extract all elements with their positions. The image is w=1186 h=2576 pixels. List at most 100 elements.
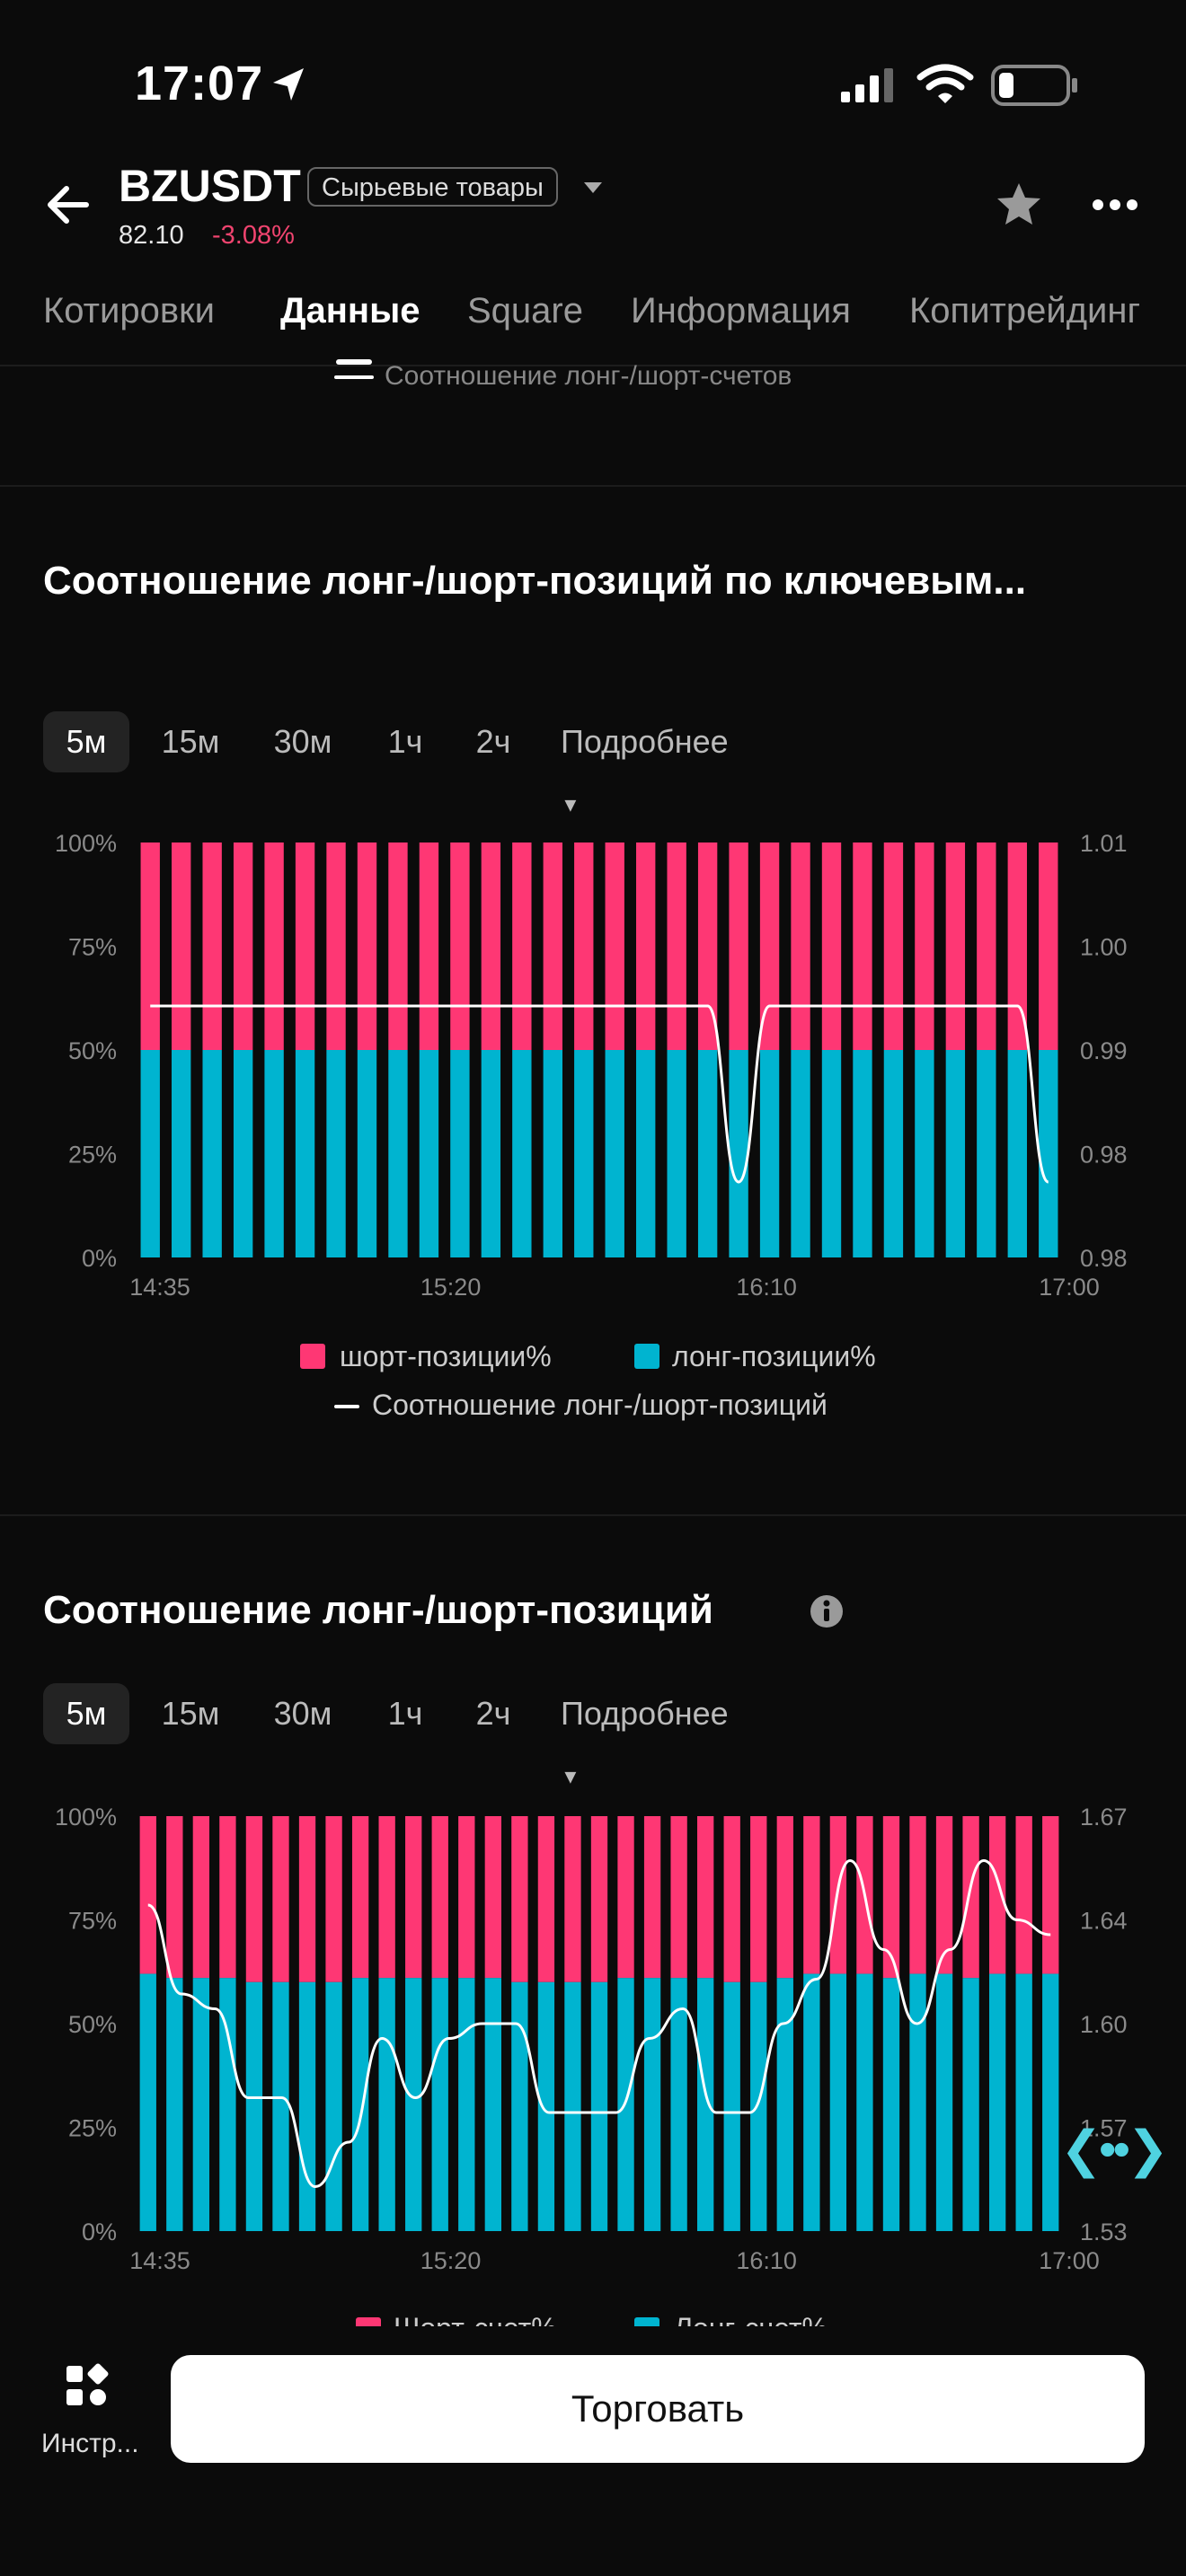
trade-button[interactable]: Торговать [171, 2355, 1145, 2463]
dropdown-caret-icon: ▼ [561, 1765, 580, 1788]
long-bar [776, 1978, 793, 2231]
short-bar [245, 1816, 263, 1982]
short-bar [667, 842, 686, 1050]
tools-label[interactable]: Инстр... [41, 2429, 139, 2458]
more-intervals[interactable]: Подробнее ▼ [561, 711, 740, 816]
tools-grid-icon[interactable] [63, 2362, 110, 2409]
short-bar [697, 1816, 714, 1979]
short-bar [192, 1816, 210, 1979]
short-bar [853, 842, 872, 1050]
y-tick-right: 1.64 [1080, 1908, 1128, 1935]
long-bar [484, 1978, 501, 2231]
tab-data[interactable]: Данные [280, 291, 420, 331]
long-bar [697, 1978, 714, 2231]
long-bar [325, 1981, 342, 2231]
y-tick-left: 25% [68, 2115, 117, 2142]
long-bar [326, 1050, 346, 1257]
long-bar [233, 1050, 253, 1257]
tab-quotes[interactable]: Котировки [43, 291, 215, 331]
interval-30m[interactable]: 30м [273, 723, 332, 760]
interval-30m[interactable]: 30м [273, 1695, 332, 1732]
location-arrow-icon [273, 68, 304, 101]
chart2-title: Соотношение лонг-/шорт-позиций [43, 1588, 713, 1632]
short-bar [882, 1816, 900, 1979]
long-bar [882, 1978, 900, 2231]
interval-15m[interactable]: 15м [161, 1695, 220, 1732]
y-tick-left: 100% [55, 1804, 117, 1831]
short-bar [405, 1816, 422, 1979]
long-bar [481, 1050, 501, 1257]
y-tick-right: 0.98 [1080, 1245, 1128, 1272]
long-bar [537, 1981, 555, 2231]
dropdown-caret-icon: ▼ [561, 793, 580, 816]
star-favorite-icon[interactable] [994, 180, 1044, 230]
short-bar [202, 842, 222, 1050]
long-bar [1007, 1050, 1027, 1257]
long-bar [272, 1981, 289, 2231]
long-bar [667, 1050, 686, 1257]
x-tick: 16:10 [736, 1274, 797, 1301]
chart2-plot: 100% 75% 50% 25% 0% 1.67 1.64 1.60 1.57 1.53 14:35… [55, 1804, 1128, 2274]
x-tick: 15:20 [420, 1274, 482, 1301]
wifi-icon [916, 64, 974, 103]
long-bar [1042, 1973, 1059, 2231]
short-bar [233, 842, 253, 1050]
legend-ratio-line [334, 1405, 359, 1408]
y-tick-right: 0.99 [1080, 1037, 1128, 1064]
long-bar [511, 1981, 528, 2231]
chart-scroll-arrows-icon[interactable]: ❮••❯ [1060, 2121, 1169, 2177]
legend-ratio-label: Соотношение лонг-/шорт-позиций [372, 1389, 828, 1421]
short-bar [484, 1816, 501, 1979]
chart1-plot: 100% 75% 50% 25% 0% 1.01 1.00 0.99 0.98 0.98 14:35… [55, 830, 1128, 1301]
legend-line-marker [334, 375, 374, 379]
category-badge[interactable]: Сырьевые товары [307, 167, 558, 207]
long-bar [945, 1050, 966, 1257]
long-bar [729, 1050, 748, 1257]
long-bar [750, 1981, 767, 2231]
y-tick-right: 1.57 [1080, 2115, 1128, 2142]
interval-5m[interactable]: 5м [43, 711, 129, 772]
dropdown-caret-icon[interactable] [582, 180, 604, 196]
short-bar [264, 842, 284, 1050]
x-tick: 17:00 [1039, 1274, 1100, 1301]
long-bar [962, 1978, 979, 2231]
long-bar [295, 1050, 315, 1257]
short-bar [723, 1816, 740, 1982]
long-bar [883, 1050, 904, 1257]
pair-price: 82.10 [119, 221, 184, 250]
more-intervals[interactable]: Подробнее ▼ [561, 1683, 740, 1787]
tab-info[interactable]: Информация [631, 291, 851, 331]
short-bar [219, 1816, 236, 1979]
interval-2h[interactable]: 2ч [475, 1695, 511, 1732]
more-options-icon[interactable] [1091, 194, 1139, 216]
short-bar [458, 1816, 475, 1979]
short-bar [298, 1816, 316, 1982]
long-bar [245, 1981, 263, 2231]
section-divider [0, 485, 1186, 487]
more-intervals-label: Подробнее [561, 1695, 729, 1732]
interval-2h[interactable]: 2ч [475, 723, 511, 760]
long-bar [643, 1978, 661, 2231]
interval-5m[interactable]: 5м [43, 1683, 129, 1744]
long-bar [670, 1978, 687, 2231]
x-tick: 16:10 [736, 2247, 797, 2274]
interval-1h[interactable]: 1ч [387, 723, 423, 760]
short-bar [821, 842, 842, 1050]
short-bar [791, 842, 810, 1050]
long-bar [419, 1050, 439, 1257]
interval-1h[interactable]: 1ч [387, 1695, 423, 1732]
tab-copytrading[interactable]: Копитрейдинг [909, 291, 1141, 331]
tab-square[interactable]: Square [467, 291, 583, 331]
info-icon[interactable] [809, 1593, 845, 1629]
y-tick-right: 0.98 [1080, 1142, 1128, 1169]
section-divider [0, 1514, 1186, 1516]
interval-15m[interactable]: 15м [161, 723, 220, 760]
short-bar [511, 1816, 528, 1982]
long-bar [378, 1978, 395, 2231]
long-bar [431, 1978, 448, 2231]
back-arrow-icon[interactable] [41, 176, 99, 234]
y-tick-left: 100% [55, 830, 117, 857]
long-bar [543, 1050, 562, 1257]
short-bar [977, 842, 996, 1050]
long-bar [564, 1981, 581, 2231]
